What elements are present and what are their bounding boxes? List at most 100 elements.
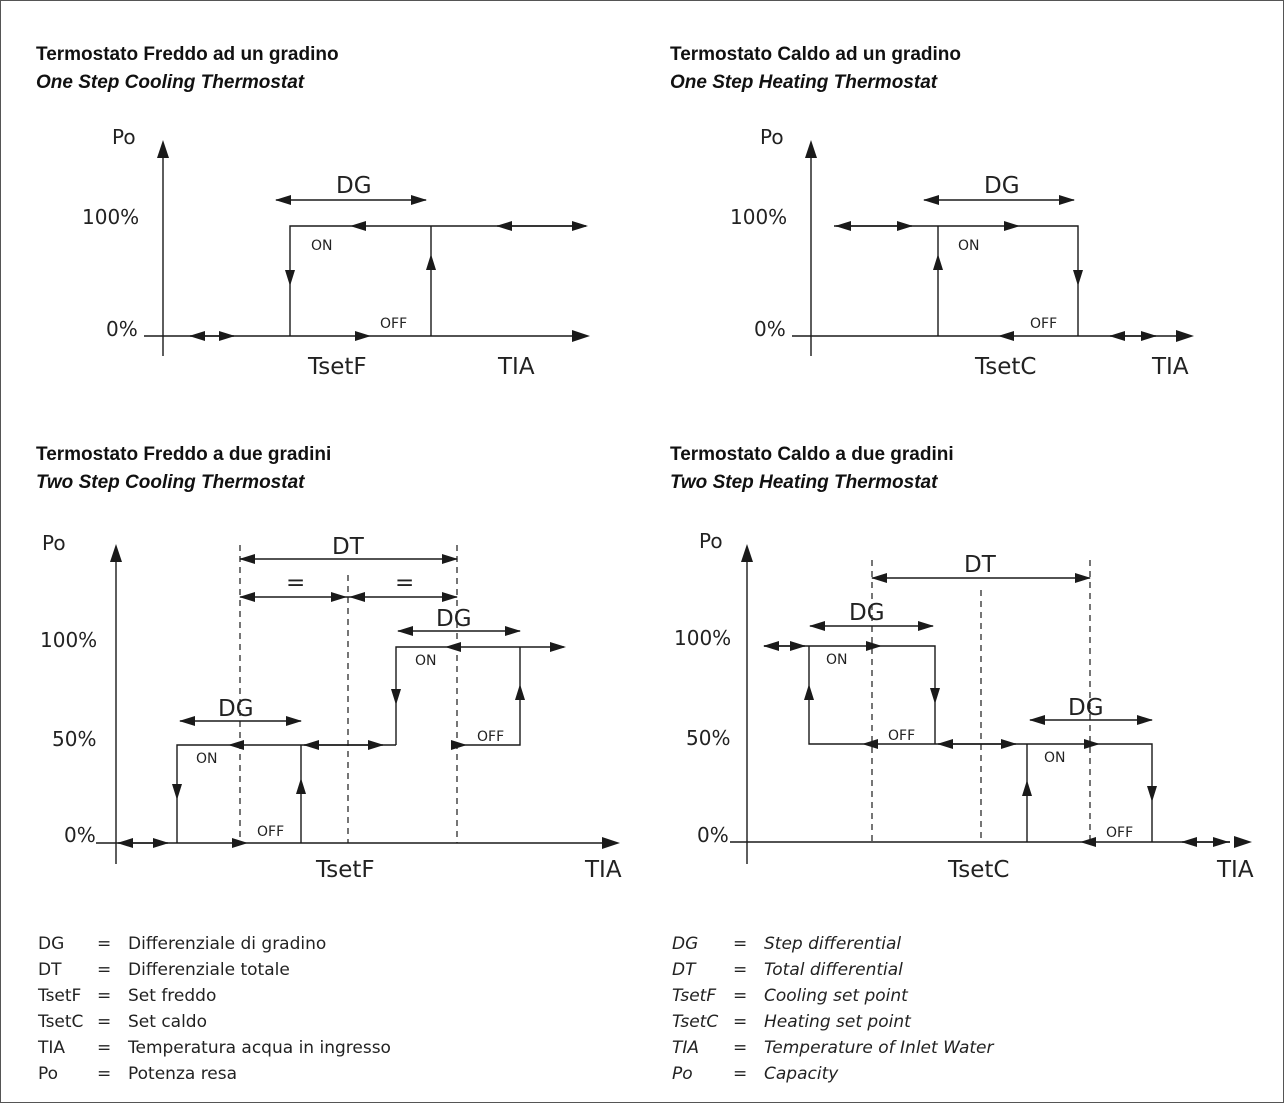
panel3-set: TsetF xyxy=(315,857,375,883)
arrow-head xyxy=(239,554,255,564)
panel2-set: TsetC xyxy=(974,354,1036,380)
arrow-head xyxy=(897,221,913,231)
arrow-head xyxy=(172,784,182,800)
panel3-y50: 50% xyxy=(52,727,96,751)
arrow-head xyxy=(451,740,467,750)
legend-en-eq: = xyxy=(733,1038,747,1058)
arrow-head xyxy=(1213,837,1229,847)
panel2-dg: DG xyxy=(984,173,1020,199)
panel4-on-2: ON xyxy=(1044,750,1066,766)
arrow-head xyxy=(1141,331,1157,341)
panel3-step2-loop xyxy=(395,646,564,746)
panel4-set: TsetC xyxy=(947,857,1009,883)
legend-it-eq: = xyxy=(97,1038,111,1058)
panel4-on-1: ON xyxy=(826,652,848,668)
arrow-head xyxy=(572,330,590,342)
legend-en-key: TsetC xyxy=(672,1012,718,1032)
arrow-head xyxy=(550,642,566,652)
arrow-head xyxy=(349,592,365,602)
panel2-y-label: Po xyxy=(760,125,784,149)
arrow-head xyxy=(219,331,235,341)
arrow-head xyxy=(790,641,806,651)
legend-en-key: Po xyxy=(672,1064,693,1084)
legend-it-eq: = xyxy=(97,1012,111,1032)
legend-en-desc: Temperature of Inlet Water xyxy=(764,1038,995,1058)
legend-en-eq: = xyxy=(733,934,747,954)
panel3-dg-2: DG xyxy=(436,606,472,632)
panel3-dg-1: DG xyxy=(218,696,254,722)
arrow-head xyxy=(445,642,461,652)
panel3-title: Termostato Freddo a due gradini xyxy=(36,444,331,465)
legend-it-key: TsetF xyxy=(37,986,81,1006)
panel4-y0: 0% xyxy=(697,823,729,847)
legend-it-eq: = xyxy=(97,1064,111,1084)
panel2-y0: 0% xyxy=(754,317,786,341)
panel2-on: ON xyxy=(958,238,980,254)
legend-en-eq: = xyxy=(733,1012,747,1032)
panel1-set: TsetF xyxy=(307,354,367,380)
panel1-y-label: Po xyxy=(112,125,136,149)
legend-en-eq: = xyxy=(733,986,747,1006)
arrow-head xyxy=(763,641,779,651)
arrow-head xyxy=(303,740,319,750)
panel2-subtitle: One Step Heating Thermostat xyxy=(670,72,938,93)
arrow-head xyxy=(835,221,851,231)
arrow-head xyxy=(1084,739,1100,749)
panel3-off-2: OFF xyxy=(477,729,504,745)
panel3-on-2: ON xyxy=(415,653,437,669)
arrow-head xyxy=(228,740,244,750)
arrow-head xyxy=(296,778,306,794)
arrow-head xyxy=(923,195,939,205)
legend-en-key: DT xyxy=(672,960,697,980)
panel-two-step-cooling: Termostato Freddo a due gradini Two Step… xyxy=(36,444,622,883)
arrow-head xyxy=(179,716,195,726)
legend-en-desc: Step differential xyxy=(764,934,901,954)
panel4-off-1: OFF xyxy=(888,728,915,744)
panel1-y0: 0% xyxy=(106,317,138,341)
panel1-x-label: TIA xyxy=(497,354,535,380)
arrow-head xyxy=(933,254,943,270)
panel3-dt: DT xyxy=(332,534,365,560)
panel4-title: Termostato Caldo a due gradini xyxy=(670,444,954,465)
panel3-off-1: OFF xyxy=(257,824,284,840)
arrow-head xyxy=(157,140,169,158)
arrow-head xyxy=(1176,330,1194,342)
panel1-y100: 100% xyxy=(82,205,139,229)
arrow-head xyxy=(572,221,588,231)
arrow-head xyxy=(741,544,753,562)
panel2-off: OFF xyxy=(1030,316,1057,332)
arrow-head xyxy=(232,838,248,848)
arrow-head xyxy=(391,689,401,705)
legend-it-eq: = xyxy=(97,960,111,980)
legend-en-eq: = xyxy=(733,960,747,980)
panel4-off-2: OFF xyxy=(1106,825,1133,841)
panel1-subtitle: One Step Cooling Thermostat xyxy=(36,72,305,93)
legend-it-key: DT xyxy=(38,960,62,980)
panel-two-step-heating: Termostato Caldo a due gradini Two Step … xyxy=(670,444,1254,883)
arrow-head xyxy=(1075,573,1091,583)
panel4-y-label: Po xyxy=(699,529,723,553)
legend-en-key: TIA xyxy=(672,1038,699,1058)
panel1-title: Termostato Freddo ad un gradino xyxy=(36,44,339,65)
panel3-y100: 100% xyxy=(40,628,97,652)
panel2-hysteresis-loop xyxy=(834,225,1079,336)
arrow-head xyxy=(1137,715,1153,725)
legend-italian: DG = Differenziale di gradino DT = Diffe… xyxy=(37,934,391,1084)
panel3-y0: 0% xyxy=(64,823,96,847)
arrow-head xyxy=(426,254,436,270)
arrow-head xyxy=(866,641,882,651)
panel4-dt: DT xyxy=(964,552,997,578)
panel-one-step-cooling: Termostato Freddo ad un gradino One Step… xyxy=(36,44,590,380)
arrow-head xyxy=(805,140,817,158)
panel4-y50: 50% xyxy=(686,726,730,750)
arrow-head xyxy=(602,837,620,849)
arrow-head xyxy=(331,592,347,602)
legend-en-key: TsetF xyxy=(672,986,716,1006)
legend-it-eq: = xyxy=(97,986,111,1006)
arrow-head xyxy=(918,621,934,631)
arrow-head xyxy=(862,739,878,749)
arrow-head xyxy=(110,544,122,562)
arrow-head xyxy=(189,331,205,341)
arrow-head xyxy=(809,621,825,631)
